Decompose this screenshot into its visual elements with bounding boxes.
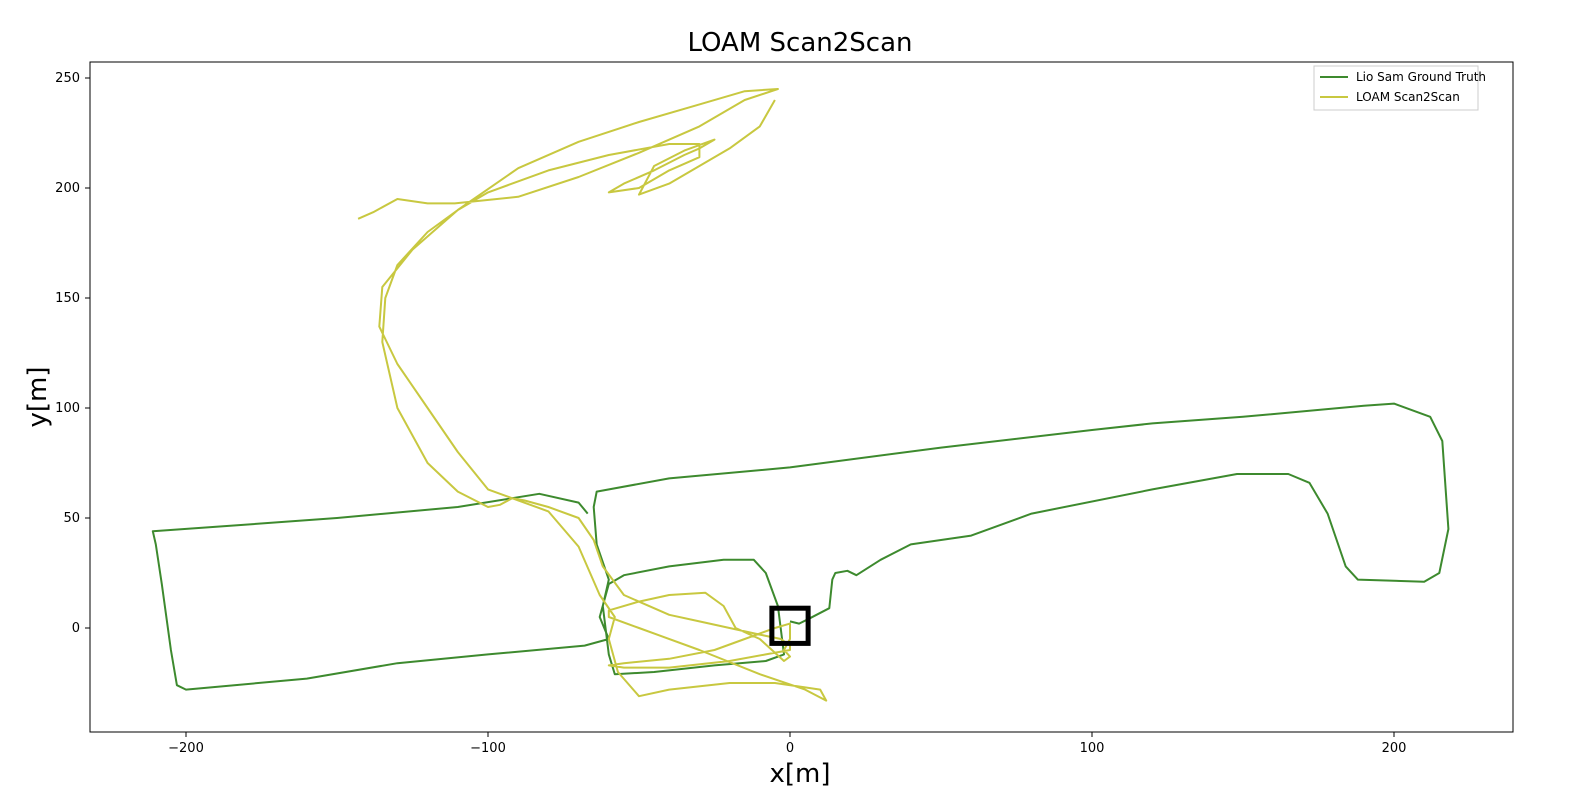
legend: Lio Sam Ground Truth LOAM Scan2Scan xyxy=(1313,65,1486,111)
x-tick-label: 100 xyxy=(1080,741,1105,756)
y-axis: 0 50 100 150 200 250 xyxy=(55,71,90,636)
x-tick-label: 0 xyxy=(786,741,794,756)
y-tick-label: 250 xyxy=(55,71,80,86)
highlight-box xyxy=(769,605,811,646)
plot-frame xyxy=(89,61,1514,733)
legend-label-loam: LOAM Scan2Scan xyxy=(1356,90,1460,104)
series-line-loam-scan2scan xyxy=(357,88,828,702)
legend-frame xyxy=(1313,65,1479,111)
y-tick-label: 150 xyxy=(55,291,80,306)
series-line-ground-truth xyxy=(151,402,1450,691)
y-tick-label: 50 xyxy=(63,511,80,526)
legend-label-ground-truth: Lio Sam Ground Truth xyxy=(1356,70,1486,84)
y-tick-label: 0 xyxy=(72,621,80,636)
chart-title: LOAM Scan2Scan xyxy=(687,28,912,58)
x-axis-label: x[m] xyxy=(769,759,830,789)
y-tick-label: 200 xyxy=(55,181,80,196)
x-tick-label: 200 xyxy=(1382,741,1407,756)
y-tick-label: 100 xyxy=(55,401,80,416)
plot-area xyxy=(151,88,1450,702)
y-axis-label: y[m] xyxy=(23,366,53,427)
x-tick-label: −200 xyxy=(168,741,204,756)
x-tick-label: −100 xyxy=(470,741,506,756)
x-axis: −200 −100 0 100 200 xyxy=(168,732,1406,756)
